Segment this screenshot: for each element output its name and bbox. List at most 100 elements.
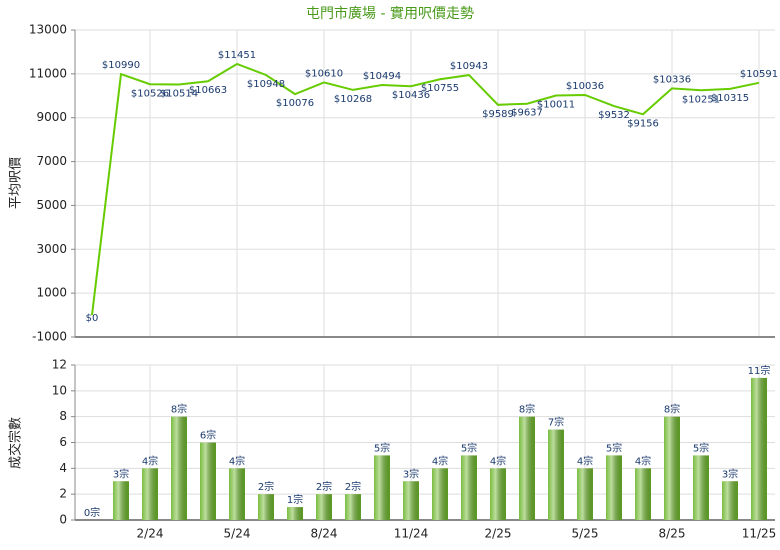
y-tick-label: 8 — [59, 409, 67, 423]
bar-shine — [751, 377, 767, 520]
x-tick-label: 8/25 — [659, 527, 686, 541]
value-label: $10591 — [740, 69, 778, 80]
y-tick-label: 2 — [59, 487, 67, 501]
bar-shine — [142, 468, 158, 520]
bar-shine — [258, 494, 274, 520]
y-tick-label: 7000 — [36, 154, 67, 168]
bar-shine — [635, 468, 651, 520]
bar-shine — [316, 494, 332, 520]
y-tick-label: 11000 — [29, 66, 67, 80]
bar-shine — [577, 468, 593, 520]
value-label: $10076 — [276, 98, 314, 109]
x-tick-label: 8/24 — [311, 527, 338, 541]
bar-shine — [374, 455, 390, 520]
bar-shine — [229, 468, 245, 520]
value-label: $10948 — [247, 79, 285, 90]
value-label: $10755 — [421, 83, 459, 94]
value-label: 4宗 — [432, 454, 448, 467]
x-tick-label: 5/25 — [572, 527, 599, 541]
value-label: 5宗 — [606, 441, 622, 454]
y-axis-label: 成交宗數 — [8, 417, 24, 469]
y-tick-label: 5000 — [36, 198, 67, 212]
value-label: 4宗 — [490, 454, 506, 467]
value-label: $0 — [86, 313, 99, 324]
value-label: 4宗 — [229, 454, 245, 467]
x-tick-label: 2/24 — [137, 527, 164, 541]
value-label: 5宗 — [374, 441, 390, 454]
x-tick-label: 11/24 — [394, 527, 429, 541]
value-label: $10036 — [566, 81, 604, 92]
bar-shine — [548, 429, 564, 520]
bar-shine — [403, 481, 419, 520]
bar-shine — [171, 416, 187, 520]
value-label: $10514 — [160, 89, 198, 100]
value-label: 4宗 — [577, 454, 593, 467]
value-label: $10268 — [334, 94, 372, 105]
value-label: $11451 — [218, 50, 256, 61]
bar-shine — [287, 507, 303, 520]
y-tick-label: 4 — [59, 461, 67, 475]
value-label: 1宗 — [287, 493, 303, 506]
value-label: $10526 — [131, 88, 169, 99]
value-label: 2宗 — [345, 480, 361, 493]
value-label: 3宗 — [722, 467, 738, 480]
y-tick-label: 9000 — [36, 110, 67, 124]
bar-shine — [461, 455, 477, 520]
value-label: $9637 — [511, 108, 543, 119]
value-label: $10315 — [711, 93, 749, 104]
bar-shine — [345, 494, 361, 520]
bar-shine — [432, 468, 448, 520]
y-tick-label: 3000 — [36, 242, 67, 256]
value-label: 3宗 — [113, 467, 129, 480]
value-label: $10011 — [537, 100, 575, 111]
y-tick-label: 0 — [59, 513, 67, 527]
value-label: 7宗 — [548, 416, 564, 429]
bar-shine — [606, 455, 622, 520]
value-label: $10943 — [450, 61, 488, 72]
plot-area — [75, 30, 775, 337]
value-label: 4宗 — [635, 454, 651, 467]
x-tick-label: 11/25 — [742, 527, 777, 541]
value-label: $10663 — [189, 85, 227, 96]
y-tick-label: 6 — [59, 435, 67, 449]
y-tick-label: 10 — [52, 383, 67, 397]
bar-shine — [490, 468, 506, 520]
value-label: 5宗 — [461, 441, 477, 454]
value-label: $10251 — [682, 94, 720, 105]
value-label: $10494 — [363, 71, 401, 82]
value-label: $9589 — [482, 109, 514, 120]
value-label: 8宗 — [171, 403, 187, 416]
value-label: 2宗 — [258, 480, 274, 493]
value-label: 2宗 — [316, 480, 332, 493]
chart-title: 屯門市廣場 - 實用呎價走勢 — [306, 5, 474, 22]
y-tick-label: -1000 — [32, 330, 67, 344]
x-tick-label: 2/25 — [485, 527, 512, 541]
x-tick-label: 5/24 — [224, 527, 251, 541]
value-label: $10990 — [102, 60, 140, 71]
y-tick-label: 12 — [52, 358, 67, 372]
value-label: $10336 — [653, 74, 691, 85]
value-label: 8宗 — [519, 403, 535, 416]
bar-shine — [200, 442, 216, 520]
y-axis-label: 平均呎價 — [9, 157, 24, 209]
value-label: $9156 — [627, 118, 659, 129]
value-label: 11宗 — [748, 364, 771, 377]
y-tick-label: 1000 — [36, 286, 67, 300]
bar-shine — [722, 481, 738, 520]
value-label: 4宗 — [142, 454, 158, 467]
value-label: $10436 — [392, 90, 430, 101]
value-label: $9532 — [598, 110, 630, 121]
value-label: 8宗 — [664, 403, 680, 416]
line — [91, 62, 760, 316]
value-label: 0宗 — [84, 506, 100, 519]
bar-shine — [664, 416, 680, 520]
value-label: $10610 — [305, 68, 343, 79]
value-label: 3宗 — [403, 467, 419, 480]
value-label: 6宗 — [200, 429, 216, 442]
bar-shine — [693, 455, 709, 520]
y-tick-label: 13000 — [29, 23, 67, 37]
value-label: 5宗 — [693, 441, 709, 454]
bar-shine — [519, 416, 535, 520]
bar-shine — [113, 481, 129, 520]
